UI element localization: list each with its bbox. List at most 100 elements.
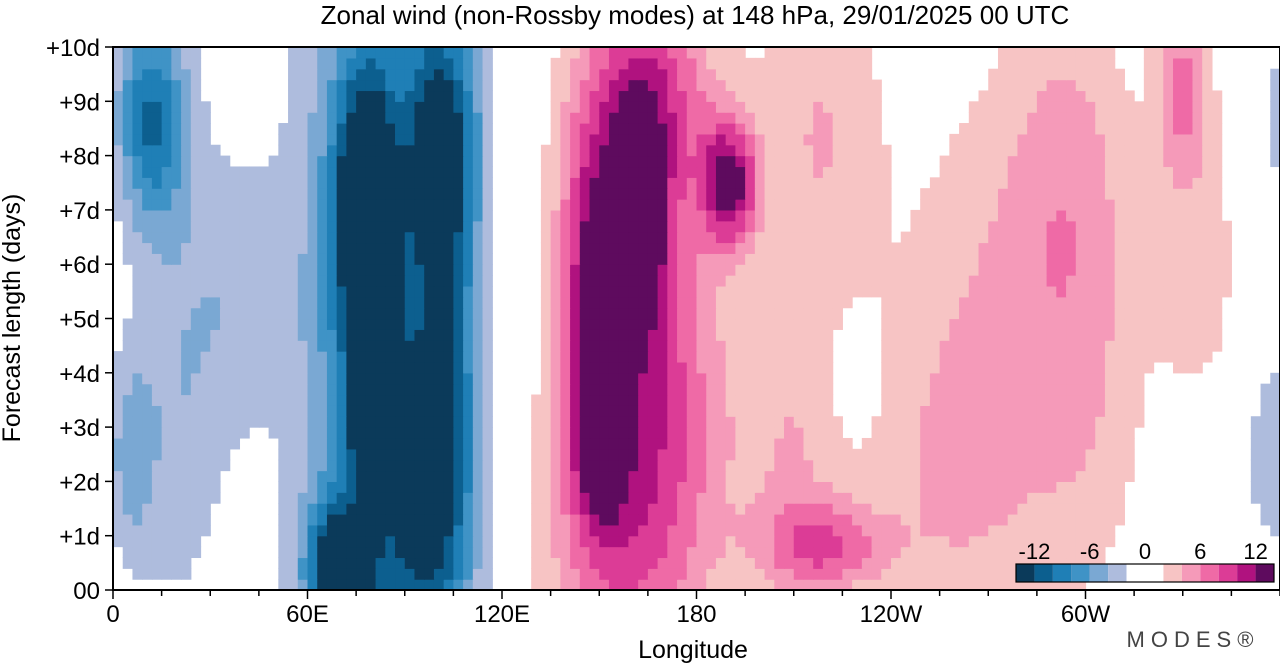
heatmap-cell (113, 101, 124, 113)
heatmap-cell (482, 524, 493, 537)
heatmap-cell (920, 546, 931, 559)
heatmap-cell (647, 329, 659, 341)
heatmap-cell (774, 68, 785, 81)
heatmap-cell (1153, 318, 1164, 330)
heatmap-cell (122, 209, 134, 222)
heatmap-cell (151, 177, 163, 189)
heatmap-cell (696, 123, 707, 135)
heatmap-cell (949, 492, 960, 504)
heatmap-cell (268, 285, 279, 298)
heatmap-cell (881, 144, 892, 157)
heatmap-cell (842, 557, 853, 569)
heatmap-cell (774, 568, 785, 580)
heatmap-cell (803, 177, 814, 189)
heatmap-cell (375, 416, 386, 428)
heatmap-cell (784, 155, 795, 168)
heatmap-cell (677, 329, 688, 341)
heatmap-cell (1114, 68, 1125, 81)
heatmap-cell (784, 351, 795, 363)
heatmap-cell (813, 101, 824, 113)
heatmap-cell (122, 47, 134, 59)
heatmap-cell (599, 416, 610, 428)
heatmap-cell (657, 296, 668, 309)
heatmap-cell (326, 188, 338, 200)
heatmap-cell (181, 123, 192, 135)
heatmap-cell (579, 133, 591, 146)
heatmap-cell (181, 242, 192, 254)
heatmap-cell (288, 351, 299, 363)
heatmap-cell (735, 123, 746, 135)
heatmap-cell (288, 101, 299, 113)
colorbar-bin (1218, 564, 1238, 582)
heatmap-cell (774, 383, 785, 396)
heatmap-cell (910, 285, 921, 298)
heatmap-cell (900, 416, 912, 428)
heatmap-cell (813, 79, 824, 92)
heatmap-cell (589, 340, 600, 352)
heatmap-cell (404, 220, 416, 233)
heatmap-cell (181, 253, 192, 265)
heatmap-cell (871, 231, 882, 244)
heatmap-cell (365, 220, 377, 233)
heatmap-cell (1211, 209, 1223, 222)
heatmap-cell (813, 285, 824, 298)
heatmap-cell (1046, 459, 1057, 472)
heatmap-cell (774, 188, 785, 200)
heatmap-cell (618, 513, 630, 526)
heatmap-cell (463, 144, 474, 157)
heatmap-cell (210, 155, 221, 168)
heatmap-cell (395, 437, 406, 450)
heatmap-cell (288, 459, 299, 472)
heatmap-cell (832, 112, 843, 124)
heatmap-cell (278, 209, 289, 222)
heatmap-cell (735, 307, 746, 320)
heatmap-cell (910, 535, 921, 548)
heatmap-cell (219, 448, 231, 461)
heatmap-cell (657, 383, 668, 396)
heatmap-cell (1182, 133, 1194, 146)
heatmap-cell (297, 351, 309, 363)
heatmap-cell (404, 329, 416, 341)
heatmap-cell (891, 492, 902, 504)
heatmap-cell (200, 470, 211, 482)
heatmap-cell (375, 188, 386, 200)
heatmap-cell (618, 285, 630, 298)
heatmap-cell (881, 535, 892, 548)
heatmap-cell (1056, 481, 1067, 493)
heatmap-cell (463, 535, 474, 548)
heatmap-cell (1085, 535, 1096, 548)
heatmap-cell (1143, 177, 1155, 189)
heatmap-cell (1104, 47, 1116, 59)
heatmap-cell (258, 209, 270, 222)
heatmap-cell (677, 437, 688, 450)
heatmap-cell (395, 199, 406, 211)
heatmap-cell (1270, 79, 1280, 92)
heatmap-cell (881, 155, 892, 168)
heatmap-cell (482, 481, 493, 493)
heatmap-cell (579, 220, 591, 233)
heatmap-cell (1192, 144, 1203, 157)
heatmap-cell (404, 112, 416, 124)
heatmap-cell (754, 101, 766, 113)
heatmap-cell (1270, 405, 1280, 417)
heatmap-cell (1134, 296, 1145, 309)
heatmap-cell (1143, 188, 1155, 200)
heatmap-cell (482, 307, 493, 320)
heatmap-cell (686, 535, 698, 548)
heatmap-cell (852, 57, 863, 70)
heatmap-cell (735, 361, 746, 374)
heatmap-cell (1124, 470, 1135, 482)
heatmap-cell (142, 557, 153, 569)
heatmap-cell (1270, 481, 1280, 493)
heatmap-cell (997, 340, 1009, 352)
heatmap-cell (1007, 427, 1019, 439)
heatmap-cell (929, 459, 941, 472)
heatmap-cell (608, 318, 620, 330)
heatmap-cell (589, 253, 600, 265)
heatmap-cell (278, 177, 289, 189)
heatmap-cell (132, 329, 143, 341)
heatmap-cell (696, 275, 707, 287)
heatmap-cell (920, 513, 931, 526)
heatmap-cell (891, 513, 902, 526)
heatmap-cell (735, 535, 746, 548)
